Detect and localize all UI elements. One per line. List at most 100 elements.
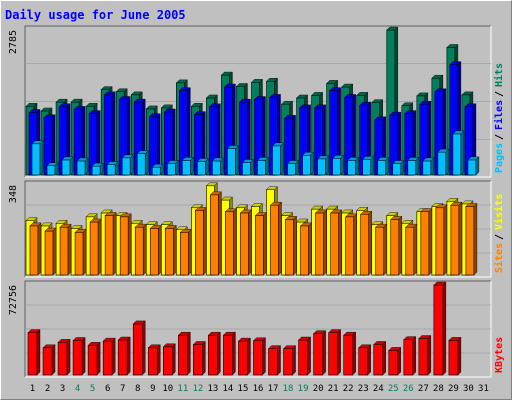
panel-1-pages-bar [121,154,134,176]
panel-1-pages-bar [46,162,59,176]
panel-3-kbytes-bar [237,337,251,376]
panel-1-pages-bar [347,156,360,176]
x-tick-label: 19 [298,384,309,394]
panel-3-kbytes-bar [328,329,342,376]
x-tick-label: 8 [135,384,140,394]
x-tick-label: 15 [238,384,249,394]
panel-3-kbytes-bar [117,336,131,376]
panel-1-files-bar [88,110,101,176]
chart-title: Daily usage for June 2005 [5,8,186,22]
panel-3-kbytes-bar [162,343,176,376]
panel-1-pages-bar [422,157,435,176]
panel-3-kbytes-bar [207,331,221,376]
panel-2-sites-bar [209,191,222,276]
panel-3-kbytes-bar [448,336,462,376]
x-tick-label: 4 [75,384,80,394]
panel-3-kbytes-bar [403,336,417,376]
x-tick-label: 1 [30,384,35,394]
panel-3-kbytes-bar [373,340,387,376]
panel-2-sites-bar [224,208,237,276]
x-tick-label: 11 [177,384,188,394]
panel-2-sites-bar [194,206,207,276]
panel-2-sites-bar [29,222,42,276]
panel-1-pages-bar [181,156,194,176]
panel-2-sites-bar [465,202,478,276]
panel-2-sites-bar [435,204,448,276]
panel-1-pages-bar [257,156,269,176]
panel-3-kbytes-bar [57,338,71,376]
panel-3-kbytes-bar [147,344,161,376]
panel-2-sites-bar [179,228,192,276]
x-tick-label: 16 [253,384,264,394]
panel-3-kbytes-bar [298,336,312,376]
panel-1-ymax-label: 2785 [8,30,19,54]
panel-1-pages-bar [106,161,119,176]
panel-3-ymax-label: 72756 [8,285,19,315]
x-tick-label: 25 [388,384,399,394]
panel-2-sites-bar [255,212,267,276]
panel-1-pages-bar [317,155,330,176]
panel-1-pages-bar [76,157,89,176]
panel-1-files-bar [43,114,56,176]
panel-2-sites-bar [315,209,328,276]
panel-1-pages-bar [377,156,390,176]
x-tick-label: 26 [403,384,414,394]
legend-kbytes: KBytes [494,337,505,373]
x-tick-label: 6 [105,384,110,394]
panel-2-sites-bar [285,215,298,276]
x-tick-label: 7 [120,384,125,394]
panel-3-kbytes-bar [268,345,281,376]
panel-3-kbytes-bar [192,340,206,376]
x-tick-label: 2 [45,384,50,394]
panel-3-kbytes-bar [343,331,357,376]
panel-2-sites-bar [89,218,102,276]
panel-3-kbytes-bar [87,341,101,376]
x-tick-label: 17 [268,384,279,394]
panel-2-sites-bar [345,213,358,276]
panel-3-kbytes-bar [72,337,86,376]
panel-1-pages-bar [407,156,420,176]
panel-3-kbytes-bar [283,345,297,376]
panel-2-sites-bar [44,227,57,276]
panel-3-kbytes-bar [253,337,266,376]
panel-3-kbytes-bar [27,329,41,376]
x-tick-label: 23 [358,384,369,394]
panel-1-pages-bar [241,159,254,176]
panel-1-files-bar [419,100,432,176]
legend-files: Files [493,100,505,130]
panel-3-border-dark [24,280,491,377]
panel-2-sites-bar [119,213,132,276]
panel-1-pages-bar [31,140,44,176]
panel-1-files-bar [344,93,357,176]
x-tick-label: 5 [90,384,95,394]
legend-separator: / [494,91,505,97]
panel-1-pages-bar [452,130,465,176]
panel-1-pages-bar [151,163,164,176]
x-tick-label: 20 [313,384,324,394]
panel-3-kbytes-bar [388,346,402,376]
legend-visits: Visits [493,194,505,230]
x-tick-label: 18 [283,384,294,394]
panel-1-pages-bar [226,144,239,176]
panel-1-pages-bar [332,154,345,176]
panel-1-files-bar [208,103,221,176]
panel-2-sites-bar [104,212,117,276]
x-tick-label: 22 [343,384,354,394]
panel-2-sites-bar [405,223,418,276]
panel-2-sites-bar [360,210,373,276]
panel-2-sites-bar [59,223,72,276]
panel-2-sites-bar [450,201,463,276]
panel-2-sites-bar [74,228,87,276]
x-tick-label: 24 [373,384,384,394]
legend-sites: Sites [493,243,505,273]
panel-2-sites-bar [420,208,433,276]
panel-3-kbytes-bar [418,335,432,376]
panel-3-kbytes-bar [433,281,447,376]
legend-pages: Pages [494,143,505,173]
panel-2-sites-bar [330,209,343,276]
x-tick-label: 12 [192,384,203,394]
panel-2-sites-bar [134,223,147,276]
panel-2-sites-bar [164,224,177,276]
